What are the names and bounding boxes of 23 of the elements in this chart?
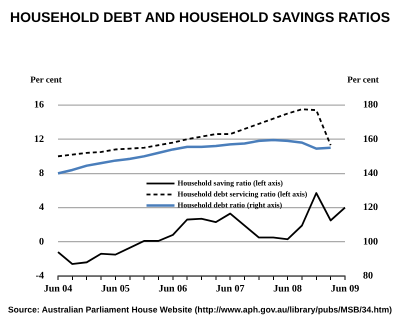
y-tick-label: 12 (34, 134, 44, 145)
x-tick-label: Jun 05 (101, 284, 130, 295)
y2-tick-label: 140 (363, 168, 378, 179)
y2-tick-label: 80 (363, 270, 373, 282)
x-tick-label: Jun 08 (273, 284, 302, 295)
x-tick-label: Jun 09 (330, 284, 360, 295)
y2-axis-title: Per cent (347, 74, 379, 84)
y-tick-label: -4 (36, 270, 44, 282)
y-tick-label: 8 (39, 168, 44, 179)
y-tick-label: 16 (34, 100, 44, 111)
y2-tick-label: 120 (363, 202, 378, 214)
line-series (57, 108, 332, 158)
y-axis-title: Per cent (30, 74, 62, 84)
y2-tick-label: 100 (363, 236, 378, 248)
x-tick-label: Jun 04 (44, 284, 72, 295)
y2-tick-label: 160 (363, 134, 378, 145)
x-tick-label: Jun 07 (216, 284, 245, 295)
source-note: Source: Australian Parliament House Website (http://www.aph.gov.au/library/pubs/MSB/34.htm) (8, 304, 392, 314)
x-tick-label: Jun 06 (158, 284, 188, 295)
y-tick-label: 0 (39, 236, 44, 248)
y-tick-label: 4 (39, 202, 44, 214)
chart-title: HOUSEHOLD DEBT AND HOUSEHOLD SAVINGS RATIOS (10, 8, 390, 25)
y2-tick-label: 180 (363, 100, 378, 111)
